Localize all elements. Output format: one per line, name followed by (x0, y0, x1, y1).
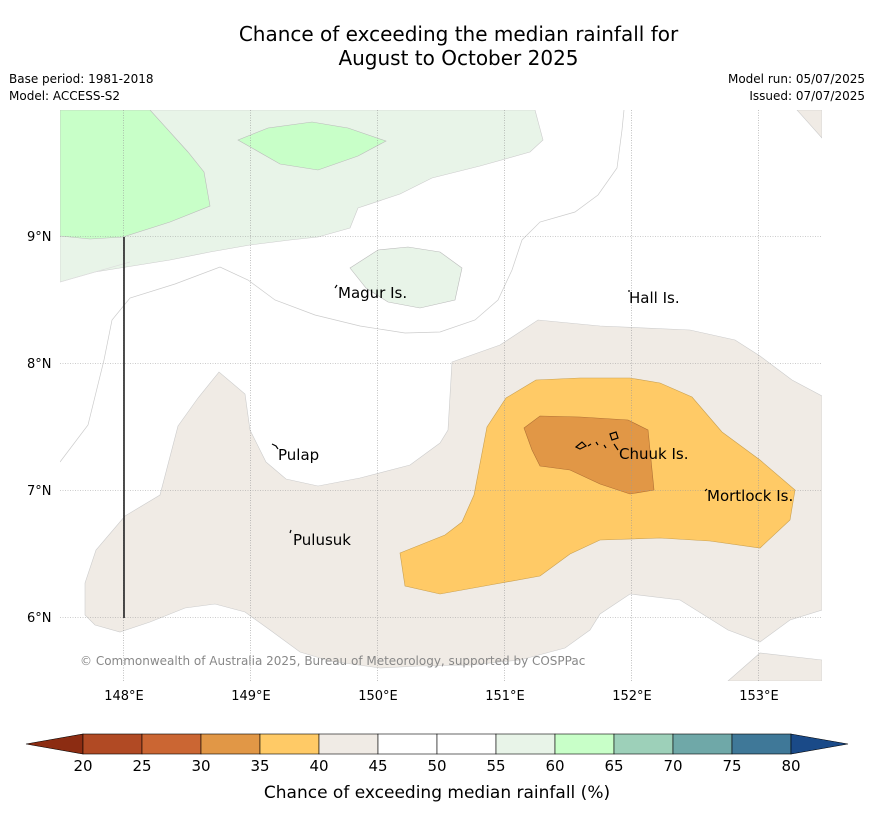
lat-tick-6n: 6°N (27, 611, 52, 626)
colorbar-under-arrow (25, 733, 84, 755)
meta-right: Model run: 05/07/2025 Issued: 07/07/2025 (728, 71, 865, 105)
label-mortlock: Mortlock Is. (707, 487, 793, 505)
region-40-45-southeast (727, 652, 822, 681)
island-chuuk (574, 431, 619, 451)
label-chuuk: Chuuk Is. (619, 445, 688, 463)
label-pulusuk: Pulusuk (293, 531, 351, 549)
region-55-60-center (349, 246, 463, 309)
lon-tick-149e: 149°E (231, 689, 271, 704)
base-period: Base period: 1981-2018 (9, 72, 154, 86)
issued-date: Issued: 07/07/2025 (749, 89, 865, 103)
label-hall: Hall Is. (629, 289, 680, 307)
lat-tick-7n: 7°N (27, 484, 52, 499)
title-line-1: Chance of exceeding the median rainfall … (238, 22, 679, 46)
colorbar-tick-label: 50 (427, 757, 446, 775)
colorbar-segment (436, 733, 497, 755)
colorbar-tick-label: 70 (663, 757, 682, 775)
colorbar-tick-label: 75 (722, 757, 741, 775)
label-magur: Magur Is. (338, 284, 407, 302)
island-pulap (271, 443, 279, 450)
map-area (60, 110, 822, 681)
region-55-60-northeast (796, 110, 822, 139)
colorbar-tick-label: 40 (309, 757, 328, 775)
colorbar-tick-label: 55 (486, 757, 505, 775)
lon-tick-151e: 151°E (485, 689, 525, 704)
lat-ticks: 9°N 8°N 7°N 6°N (27, 230, 52, 626)
region-30-35 (523, 415, 655, 495)
lat-tick-8n: 8°N (27, 357, 52, 372)
colorbar-segment (259, 733, 320, 755)
colorbar-segment (613, 733, 674, 755)
colorbar: 20 25 30 35 40 45 50 55 60 65 70 75 80 Chance of exc… (25, 733, 849, 803)
colorbar-tick-label: 65 (604, 757, 623, 775)
meta-left: Base period: 1981-2018 Model: ACCESS-S2 (9, 71, 154, 105)
model-name: Model: ACCESS-S2 (9, 89, 121, 103)
contour-line-2 (60, 261, 131, 283)
model-run: Model run: 05/07/2025 (727, 72, 865, 86)
lon-tick-150e: 150°E (358, 689, 398, 704)
colorbar-segment (318, 733, 379, 755)
label-pulap: Pulap (278, 446, 319, 464)
region-60-65-top (237, 121, 387, 171)
colorbar-segment (495, 733, 556, 755)
colorbar-segment (377, 733, 438, 755)
colorbar-segment (82, 733, 143, 755)
island-magur (334, 284, 338, 289)
colorbar-tick-label: 80 (781, 757, 800, 775)
colorbar-tick-label: 60 (545, 757, 564, 775)
colorbar-tick-label: 30 (191, 757, 210, 775)
lat-tick-9n: 9°N (27, 230, 52, 245)
lon-tick-153e: 153°E (739, 689, 779, 704)
colorbar-tick-label: 45 (368, 757, 387, 775)
colorbar-tick-label: 20 (73, 757, 92, 775)
lon-tick-148e: 148°E (104, 689, 144, 704)
colorbar-segments (82, 733, 792, 755)
colorbar-over-arrow (790, 733, 849, 755)
colorbar-segment (731, 733, 792, 755)
island-marks (271, 284, 708, 534)
lon-ticks: 148°E 149°E 150°E 151°E 152°E 153°E (104, 689, 779, 704)
map-title: Chance of exceeding the median rainfall … (0, 22, 873, 70)
colorbar-segment (200, 733, 261, 755)
lon-tick-152e: 152°E (612, 689, 652, 704)
colorbar-tick-label: 25 (132, 757, 151, 775)
colorbar-label: Chance of exceeding median rainfall (%) (264, 783, 610, 803)
colorbar-segment (141, 733, 202, 755)
title-line-2: August to October 2025 (338, 46, 579, 70)
colorbar-segment (672, 733, 733, 755)
region-35-40 (399, 377, 796, 595)
colorbar-tick-label: 35 (250, 757, 269, 775)
colorbar-ticks: 20 25 30 35 40 45 50 55 60 65 70 75 80 (73, 757, 800, 775)
island-mortlock (704, 488, 708, 492)
colorbar-segment (554, 733, 615, 755)
region-60-65-west (60, 110, 211, 240)
copyright-text: © Commonwealth of Australia 2025, Bureau… (80, 654, 585, 668)
place-labels: Magur Is. Hall Is. Pulap Chuuk Is. Mortl… (278, 284, 793, 549)
island-pulusuk (289, 529, 292, 534)
